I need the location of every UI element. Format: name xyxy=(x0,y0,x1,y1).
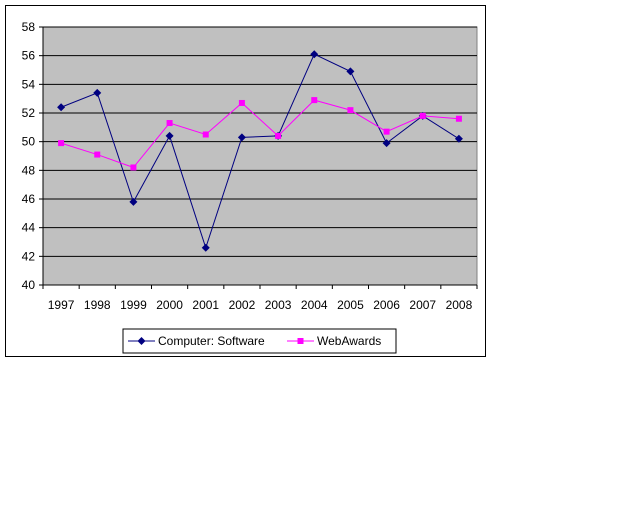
x-tick-label: 2006 xyxy=(373,298,400,312)
series-line-1 xyxy=(60,53,460,250)
series-1-point xyxy=(165,131,174,140)
x-tick-label: 2002 xyxy=(229,298,256,312)
series-1-point xyxy=(201,243,210,252)
x-tick-label: 2003 xyxy=(265,298,292,312)
series-1-point xyxy=(346,67,355,76)
plot-area xyxy=(42,26,478,286)
series-1-point xyxy=(93,88,102,97)
series-1-point xyxy=(382,139,391,148)
x-tick-label: 2005 xyxy=(337,298,364,312)
series-2-point xyxy=(455,115,462,122)
series-2-point xyxy=(347,107,354,114)
legend-box xyxy=(122,328,397,354)
x-tick-label: 1999 xyxy=(120,298,147,312)
series-2-point xyxy=(58,140,65,147)
series-1-point xyxy=(454,134,463,143)
series-2-point xyxy=(130,164,137,171)
x-tick-label: 1997 xyxy=(48,298,75,312)
y-tick-label: 50 xyxy=(22,135,36,149)
series-2-point xyxy=(166,120,173,127)
y-tick-label: 52 xyxy=(22,106,36,120)
y-axis-ticks: 40 42 44 46 48 50 52 54 56 58 xyxy=(22,20,44,292)
series-2-point xyxy=(419,112,426,119)
x-tick-label: 2004 xyxy=(301,298,328,312)
x-tick-label: 2008 xyxy=(446,298,473,312)
series-2-point xyxy=(238,99,245,106)
series-2-point xyxy=(94,151,101,158)
y-tick-label: 46 xyxy=(22,192,36,206)
series-1-point xyxy=(237,133,246,142)
y-tick-label: 40 xyxy=(22,278,36,292)
legend: Computer: Software WebAwards xyxy=(122,328,397,354)
series-2-point xyxy=(202,131,209,138)
series-1-point xyxy=(129,197,138,206)
legend-marker-series-1 xyxy=(137,337,146,345)
x-tick-label: 2000 xyxy=(156,298,183,312)
y-tick-label: 48 xyxy=(22,163,36,177)
series-line-2 xyxy=(60,99,459,169)
series-2-point xyxy=(275,132,282,139)
x-tick-label: 1998 xyxy=(84,298,111,312)
legend-label-series-2: WebAwards xyxy=(317,334,381,348)
series-layer xyxy=(57,50,463,252)
series-1-point xyxy=(310,50,319,59)
gridlines xyxy=(43,26,477,257)
x-tick-label: 2007 xyxy=(409,298,436,312)
series-1-point xyxy=(57,103,66,112)
y-tick-label: 58 xyxy=(22,20,36,34)
series-2-point xyxy=(311,97,318,104)
x-axis-ticks: 1997 1998 1999 2000 2001 2002 2003 2004 2005 2006… xyxy=(42,284,478,312)
y-tick-label: 56 xyxy=(22,49,36,63)
y-tick-label: 42 xyxy=(22,249,36,263)
x-tick-label: 2001 xyxy=(192,298,219,312)
series-2-point xyxy=(383,128,390,135)
legend-label-series-1: Computer: Software xyxy=(158,334,265,348)
y-tick-label: 44 xyxy=(22,221,36,235)
y-tick-label: 54 xyxy=(22,77,36,91)
legend-marker-series-2 xyxy=(297,338,304,344)
